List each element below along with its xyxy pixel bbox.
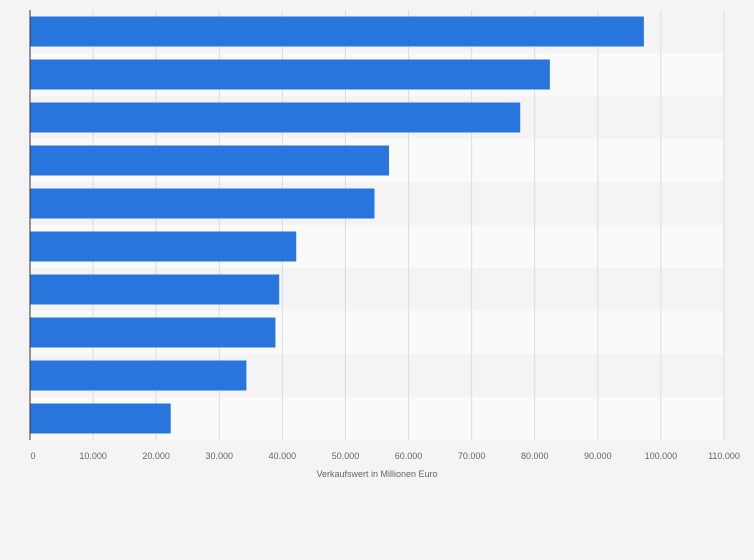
- bar: [30, 231, 297, 262]
- bar: [30, 403, 171, 434]
- bar: [30, 360, 247, 391]
- bar: [30, 145, 389, 176]
- x-tick-label: 30.000: [206, 451, 234, 461]
- x-axis-ticks: 0 10.000 20.000 30.000 40.000 50.000 60.000 70.…: [30, 451, 739, 461]
- bar: [30, 16, 644, 47]
- bar: [30, 274, 280, 305]
- bars: [30, 16, 644, 434]
- bar: [30, 102, 521, 133]
- bar: [30, 317, 276, 348]
- bar: [30, 59, 550, 90]
- bar: [30, 188, 375, 219]
- x-tick-label: 60.000: [395, 451, 423, 461]
- x-tick-label: 50.000: [332, 451, 360, 461]
- x-tick-label: 40.000: [269, 451, 297, 461]
- x-tick-label: 0: [30, 451, 35, 461]
- x-tick-label: 80.000: [521, 451, 549, 461]
- x-tick-label: 20.000: [142, 451, 170, 461]
- x-tick-label: 110.000: [708, 451, 740, 461]
- x-tick-label: 70.000: [458, 451, 486, 461]
- x-tick-label: 10.000: [79, 451, 107, 461]
- x-tick-label: 100.000: [645, 451, 678, 461]
- x-axis-title: Verkaufswert in Millionen Euro: [316, 469, 437, 479]
- x-tick-label: 90.000: [584, 451, 612, 461]
